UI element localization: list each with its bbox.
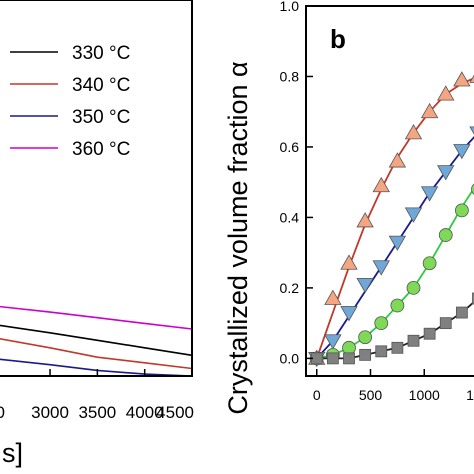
data-point-triangle-up (420, 102, 439, 119)
data-point-triangle-down (324, 334, 342, 350)
data-point-circle (471, 183, 474, 195)
panel-label-b: b (330, 24, 346, 54)
data-point-circle (422, 256, 437, 271)
data-point-triangle-up (453, 71, 471, 87)
data-point-triangle-up (340, 254, 358, 270)
right-plot-frame (305, 5, 474, 377)
left-x-tick-label: 4500 (156, 403, 194, 422)
left-x-tick-label: 3000 (31, 403, 69, 422)
left-x-axis-label: s] (2, 438, 23, 468)
data-point-square (439, 317, 452, 330)
data-point-square (343, 352, 355, 365)
left-series-line-0 (0, 324, 193, 357)
data-point-triangle-up (437, 85, 455, 101)
left-legend: 330 °C 340 °C 350 °C 360 °C (10, 43, 130, 160)
data-point-triangle-down (340, 306, 358, 322)
data-point-square (423, 327, 436, 340)
data-point-triangle-down (437, 165, 455, 181)
legend-label: 340 °C (72, 75, 130, 96)
data-point-triangle-down (356, 277, 374, 294)
data-point-triangle-down (404, 207, 423, 223)
data-point-triangle-up (388, 152, 407, 168)
data-point-circle (406, 281, 421, 295)
data-point-square (326, 352, 339, 365)
data-point-triangle-down (453, 144, 471, 160)
legend-label: 350 °C (72, 107, 130, 128)
right-y-tick-label: 0.0 (280, 350, 300, 366)
data-point-triangle-up (404, 124, 423, 140)
legend-label: 360 °C (72, 139, 130, 160)
data-point-square (455, 306, 468, 319)
data-point-square (407, 334, 420, 347)
data-point-circle (358, 330, 373, 345)
data-point-circle (454, 203, 469, 218)
data-point-triangle-up (469, 74, 474, 83)
legend-label: 330 °C (72, 43, 130, 64)
data-point-triangle-down (388, 235, 407, 251)
data-point-triangle-down (420, 186, 439, 202)
right-x-tick-label: 0 (313, 387, 321, 403)
right-y-tick-label: 0.4 (280, 209, 300, 225)
left-x-tick-label: 3500 (78, 403, 116, 422)
right-x-tick-label: 1000 (409, 387, 440, 403)
left-x-tick-label: 4000 (126, 403, 164, 422)
data-point-square (375, 345, 388, 358)
right-x-tick-label: 1 (466, 387, 474, 403)
right-x-tick-label: 500 (359, 387, 383, 403)
data-point-triangle-down (469, 126, 474, 135)
data-point-square (391, 341, 404, 354)
data-point-triangle-down (372, 260, 390, 276)
data-point-circle (342, 340, 356, 355)
data-point-square (472, 292, 474, 305)
right-chart-panel: 0.0 0.2 0.4 0.6 0.8 1.0 0 500 1000 1 b Crystalli… (223, 0, 474, 415)
data-point-triangle-up (324, 289, 342, 305)
right-y-tick-label: 1.0 (280, 0, 300, 14)
data-point-circle (438, 228, 453, 242)
left-plot-frame (0, 0, 193, 377)
right-y-tick-label: 0.6 (280, 139, 300, 155)
left-x-edge-tick-label: 0 (0, 403, 5, 422)
data-point-square (359, 348, 372, 361)
left-series-line-1 (0, 337, 193, 370)
right-y-axis-label: Crystallized volume fraction α (223, 61, 253, 414)
data-point-triangle-up (356, 212, 374, 228)
left-series-line-3 (0, 305, 193, 330)
data-point-circle (374, 316, 389, 331)
data-point-circle (390, 298, 405, 313)
right-y-tick-label: 0.2 (280, 280, 300, 296)
right-y-tick-label: 0.8 (280, 68, 300, 84)
data-point-triangle-up (372, 176, 390, 193)
